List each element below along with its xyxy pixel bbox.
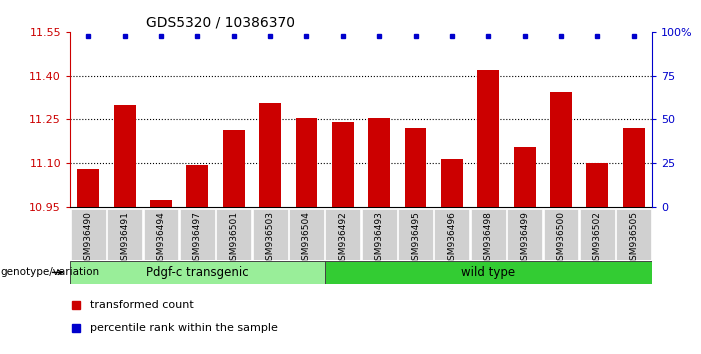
Bar bbox=[296, 118, 318, 207]
Text: GSM936501: GSM936501 bbox=[229, 211, 238, 267]
Text: Pdgf-c transgenic: Pdgf-c transgenic bbox=[146, 266, 249, 279]
Text: GSM936499: GSM936499 bbox=[520, 211, 529, 266]
Text: GSM936504: GSM936504 bbox=[302, 211, 311, 266]
Text: GSM936491: GSM936491 bbox=[120, 211, 129, 266]
FancyBboxPatch shape bbox=[325, 261, 652, 284]
Bar bbox=[259, 103, 281, 207]
Text: GSM936496: GSM936496 bbox=[447, 211, 456, 266]
Text: GSM936490: GSM936490 bbox=[84, 211, 93, 266]
Text: GDS5320 / 10386370: GDS5320 / 10386370 bbox=[146, 15, 294, 29]
Text: GSM936503: GSM936503 bbox=[266, 211, 275, 267]
FancyBboxPatch shape bbox=[398, 209, 433, 260]
Bar bbox=[404, 128, 426, 207]
FancyBboxPatch shape bbox=[70, 261, 325, 284]
Bar bbox=[441, 159, 463, 207]
Text: percentile rank within the sample: percentile rank within the sample bbox=[90, 323, 278, 333]
Text: GSM936497: GSM936497 bbox=[193, 211, 202, 266]
FancyBboxPatch shape bbox=[471, 209, 505, 260]
Text: GSM936502: GSM936502 bbox=[593, 211, 602, 266]
FancyBboxPatch shape bbox=[289, 209, 324, 260]
Bar bbox=[550, 92, 572, 207]
FancyBboxPatch shape bbox=[71, 209, 106, 260]
Text: transformed count: transformed count bbox=[90, 300, 194, 310]
Bar bbox=[186, 165, 208, 207]
Bar bbox=[77, 169, 100, 207]
Text: GSM936505: GSM936505 bbox=[629, 211, 638, 267]
FancyBboxPatch shape bbox=[144, 209, 179, 260]
Bar bbox=[477, 70, 499, 207]
Bar bbox=[150, 200, 172, 207]
FancyBboxPatch shape bbox=[543, 209, 578, 260]
FancyBboxPatch shape bbox=[217, 209, 251, 260]
Bar bbox=[587, 163, 608, 207]
FancyBboxPatch shape bbox=[616, 209, 651, 260]
Bar bbox=[332, 122, 354, 207]
FancyBboxPatch shape bbox=[107, 209, 142, 260]
Text: GSM936500: GSM936500 bbox=[557, 211, 566, 267]
FancyBboxPatch shape bbox=[508, 209, 542, 260]
FancyBboxPatch shape bbox=[435, 209, 470, 260]
Bar bbox=[622, 128, 645, 207]
FancyBboxPatch shape bbox=[180, 209, 215, 260]
FancyBboxPatch shape bbox=[252, 209, 287, 260]
Text: GSM936498: GSM936498 bbox=[484, 211, 493, 266]
Bar bbox=[223, 130, 245, 207]
Text: GSM936494: GSM936494 bbox=[156, 211, 165, 266]
Text: wild type: wild type bbox=[461, 266, 515, 279]
FancyBboxPatch shape bbox=[362, 209, 397, 260]
Text: GSM936492: GSM936492 bbox=[339, 211, 347, 266]
Text: genotype/variation: genotype/variation bbox=[0, 267, 99, 278]
Bar bbox=[114, 105, 135, 207]
FancyBboxPatch shape bbox=[580, 209, 615, 260]
FancyBboxPatch shape bbox=[325, 209, 360, 260]
Text: GSM936493: GSM936493 bbox=[375, 211, 383, 266]
Bar bbox=[514, 147, 536, 207]
Bar bbox=[368, 118, 390, 207]
Text: GSM936495: GSM936495 bbox=[411, 211, 420, 266]
